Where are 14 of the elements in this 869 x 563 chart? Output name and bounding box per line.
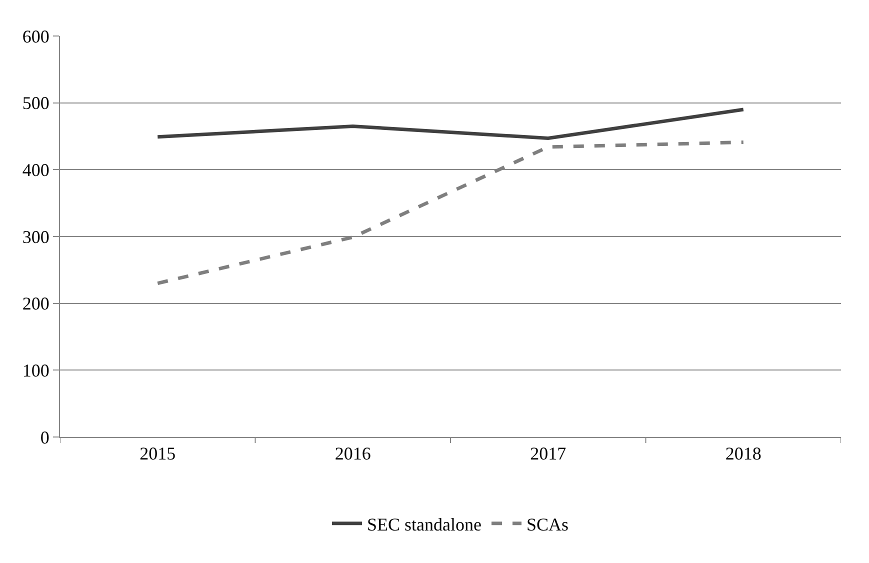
x-tick-label: 2017	[530, 444, 566, 464]
line-series	[156, 108, 746, 140]
legend-label: SEC standalone	[367, 514, 482, 534]
y-tick-label: 400	[22, 160, 50, 180]
legend-label: SCAs	[526, 514, 569, 534]
y-tick-label: 600	[22, 26, 50, 46]
x-tick-label: 2015	[140, 444, 176, 464]
y-tick-label: 100	[22, 360, 50, 380]
y-tick-label: 500	[22, 93, 50, 114]
x-tick-label: 2018	[725, 444, 762, 464]
y-tick-label: 300	[22, 226, 50, 247]
y-tick-label: 0	[40, 427, 50, 448]
x-tick-label: 2016	[334, 444, 371, 464]
y-tick-label: 200	[22, 294, 50, 314]
